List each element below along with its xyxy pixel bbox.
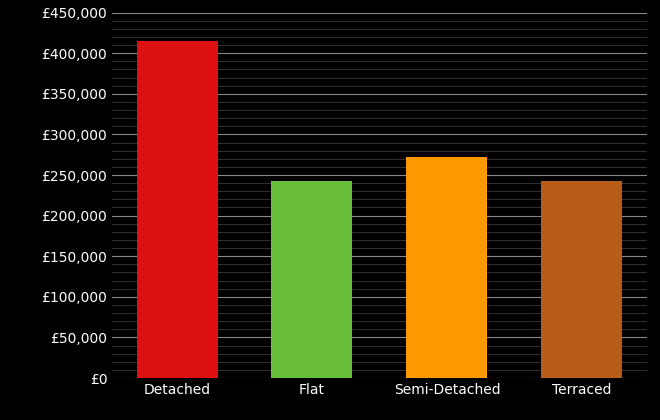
Bar (407, 157, 488, 378)
Bar (541, 181, 622, 378)
Bar (137, 41, 218, 378)
Bar (271, 181, 352, 378)
